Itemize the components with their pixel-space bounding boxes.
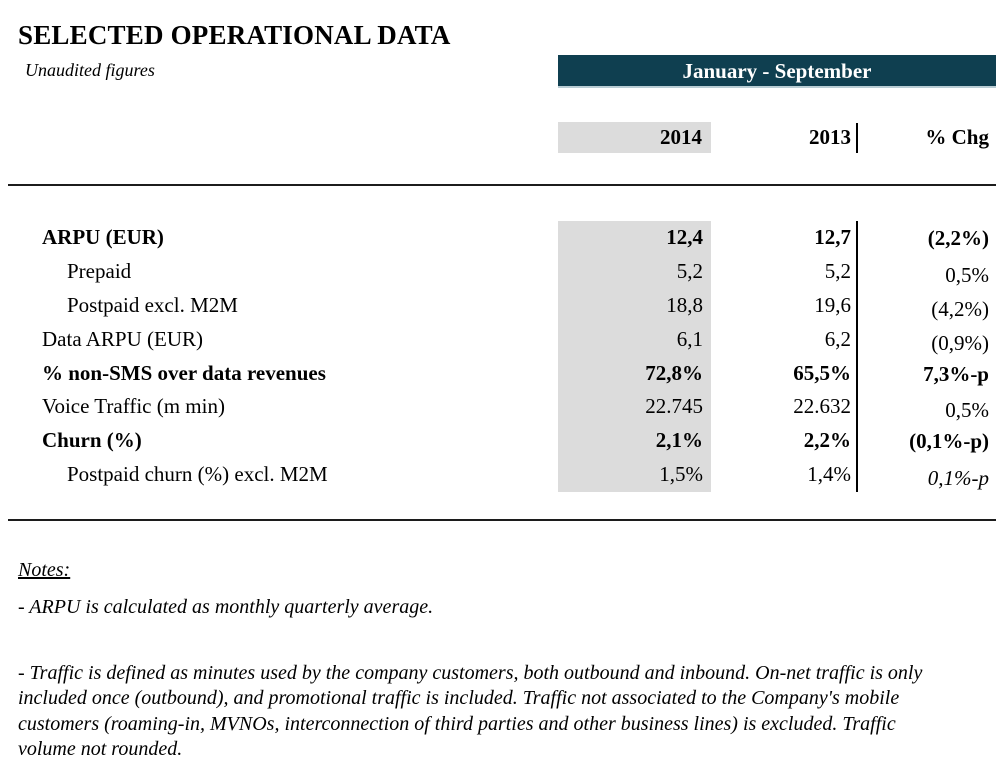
row-label: Postpaid excl. M2M (67, 292, 238, 317)
table-row: Prepaid 5,2 5,2 0,5% (0, 255, 989, 289)
column-gap (851, 289, 862, 323)
column-gap (851, 357, 862, 391)
value-chg: 0,5% (945, 262, 989, 287)
value-2013: 2,2% (803, 428, 851, 453)
note-line: customers (roaming-in, MVNOs, interconne… (18, 712, 896, 735)
value-2014: 6,1 (676, 326, 703, 351)
note-arpu: - ARPU is calculated as monthly quarterl… (18, 596, 434, 618)
value-chg: 0,5% (945, 398, 989, 423)
value-chg: (4,2%) (931, 296, 989, 321)
note-traffic: - Traffic is defined as minutes used by … (18, 661, 993, 763)
value-2013: 19,6 (814, 292, 851, 317)
note-line: - Traffic is defined as minutes used by … (18, 662, 923, 684)
value-2013: 22.632 (793, 394, 851, 419)
highlight-column-2014 (558, 221, 711, 492)
row-label: % non-SMS over data revenues (42, 360, 326, 385)
value-2014: 12,4 (666, 225, 703, 249)
table-top-rule (8, 184, 996, 186)
column-gap (851, 323, 862, 357)
column-gap (851, 458, 862, 492)
table-row: % non-SMS over data revenues 72,8% 65,5% 7,… (0, 357, 989, 391)
column-gap (851, 221, 862, 255)
row-label: Churn (%) (42, 428, 142, 453)
value-2014: 18,8 (666, 292, 703, 317)
row-label: Prepaid (67, 258, 132, 283)
value-chg: 0,1%-p (927, 466, 989, 491)
row-label: Data ARPU (EUR) (42, 326, 203, 351)
unaudited-note: Unaudited figures (25, 60, 155, 80)
value-2013: 12,7 (814, 225, 851, 249)
column-gap (851, 255, 862, 289)
row-label: Postpaid churn (%) excl. M2M (67, 462, 328, 487)
column-header-2013: 2013 (809, 125, 851, 149)
row-label: ARPU (EUR) (42, 225, 164, 249)
value-chg: (0,1%-p) (909, 429, 989, 454)
row-label: Voice Traffic (m min) (42, 394, 225, 419)
value-2014: 5,2 (676, 258, 703, 283)
value-2013: 6,2 (824, 326, 851, 351)
value-chg: (0,9%) (931, 330, 989, 355)
value-2013: 5,2 (824, 258, 851, 283)
value-chg: (2,2%) (927, 226, 989, 250)
value-2014: 1,5% (659, 462, 703, 487)
notes-heading: Notes: (18, 559, 71, 581)
table-row: Churn (%) 2,1% 2,2% (0,1%-p) (0, 424, 989, 458)
value-chg: 7,3%-p (923, 361, 989, 386)
column-gap (851, 424, 862, 458)
table-row: ARPU (EUR) 12,4 12,7 (2,2%) (0, 221, 989, 255)
column-header-2014: 2014 (558, 122, 711, 153)
header-divider-line (856, 123, 858, 153)
table-row: Postpaid excl. M2M 18,8 19,6 (4,2%) (0, 289, 989, 323)
column-gap (851, 390, 862, 424)
note-line: included once (outbound), and promotiona… (18, 687, 900, 710)
note-line: volume not rounded. (18, 738, 183, 761)
period-banner: January - September (558, 55, 996, 88)
value-2014: 22.745 (645, 394, 703, 419)
table-row: Data ARPU (EUR) 6,1 6,2 (0,9%) (0, 323, 989, 357)
table-row: Postpaid churn (%) excl. M2M 1,5% 1,4% 0,1%… (0, 458, 989, 492)
table-rows: ARPU (EUR) 12,4 12,7 (2,2%) Prepaid 5,2 5,2 0,5… (0, 221, 989, 492)
column-header-chg: % Chg (925, 125, 989, 149)
value-2014: 72,8% (645, 360, 703, 385)
table-bottom-rule (8, 519, 996, 521)
value-2013: 65,5% (793, 360, 851, 385)
value-2014: 2,1% (655, 428, 703, 453)
table-row: Voice Traffic (m min) 22.745 22.632 0,5% (0, 390, 989, 424)
value-2013: 1,4% (807, 462, 851, 487)
page-title: SELECTED OPERATIONAL DATA (18, 20, 451, 50)
table-divider-line (856, 221, 858, 492)
